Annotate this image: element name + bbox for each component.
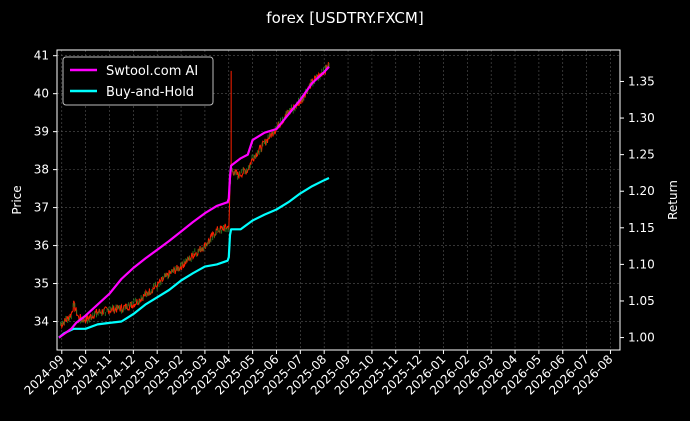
left-tick-label-1: 35 (34, 277, 49, 291)
legend-box (62, 56, 214, 106)
right-tick-label-2: 1.10 (628, 257, 655, 271)
right-tick-label-7: 1.35 (628, 74, 655, 88)
left-tick-label-5: 39 (34, 125, 49, 139)
legend: Swtool.com AI Buy-and-Hold (62, 56, 214, 106)
left-tick-label-7: 41 (34, 49, 49, 63)
legend-label-buyhold: Buy-and-Hold (106, 85, 194, 100)
left-tick-label-0: 34 (34, 315, 49, 329)
right-tick-label-6: 1.30 (628, 111, 655, 125)
right-tick-label-0: 1.00 (628, 331, 655, 345)
right-tick-label-3: 1.15 (628, 221, 655, 235)
left-tick-label-6: 40 (34, 87, 49, 101)
left-tick-label-2: 36 (34, 239, 49, 253)
series-layer (58, 62, 330, 339)
right-axis-ticks: 1.00 1.05 1.10 1.15 1.20 1.25 1.30 1.35 (620, 74, 655, 345)
right-tick-label-4: 1.20 (628, 184, 655, 198)
right-tick-label-5: 1.25 (628, 148, 655, 162)
left-axis-label: Price (10, 185, 24, 214)
legend-label-swtool: Swtool.com AI (106, 64, 198, 79)
x-axis-ticks: 2024-092024-102024-112024-122025-012025-… (22, 350, 616, 398)
left-tick-label-3: 37 (34, 201, 49, 215)
series-swtool-ai-line (58, 66, 330, 339)
plot-frame (56, 49, 621, 351)
series-buy-and-hold-line (58, 177, 330, 339)
right-tick-label-1: 1.05 (628, 294, 655, 308)
right-axis-label: Return (666, 180, 680, 220)
left-tick-label-4: 38 (34, 163, 49, 177)
left-axis-ticks: 34 35 36 37 38 39 40 41 (34, 49, 57, 329)
chart-title: forex [USDTRY.FXCM] (266, 9, 423, 27)
